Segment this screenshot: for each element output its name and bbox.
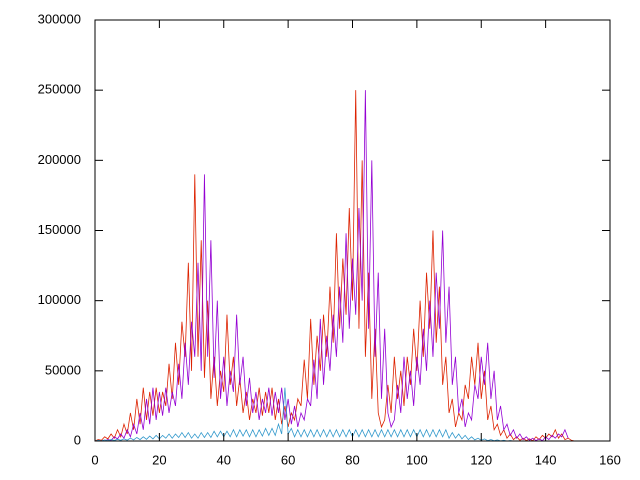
y-tick-label: 0 [74,432,81,447]
x-tick-label: 80 [345,452,359,467]
x-tick-label: 140 [535,452,557,467]
plot-border [94,19,611,442]
y-tick-label: 50000 [45,362,81,377]
x-tick-label: 40 [217,452,231,467]
y-tick-label: 300000 [38,11,81,26]
x-tick-label: 60 [281,452,295,467]
x-tick-label: 100 [406,452,428,467]
x-tick-label: 120 [470,452,492,467]
series-line [94,90,575,442]
series-line [95,90,569,442]
x-tick-label: 20 [152,452,166,467]
y-tick-label: 250000 [38,82,81,97]
x-tick-label: 160 [599,452,621,467]
y-tick-label: 200000 [38,152,81,167]
y-tick-label: 100000 [38,292,81,307]
y-tick-label: 150000 [38,222,81,237]
x-tick-label: 0 [91,452,98,467]
